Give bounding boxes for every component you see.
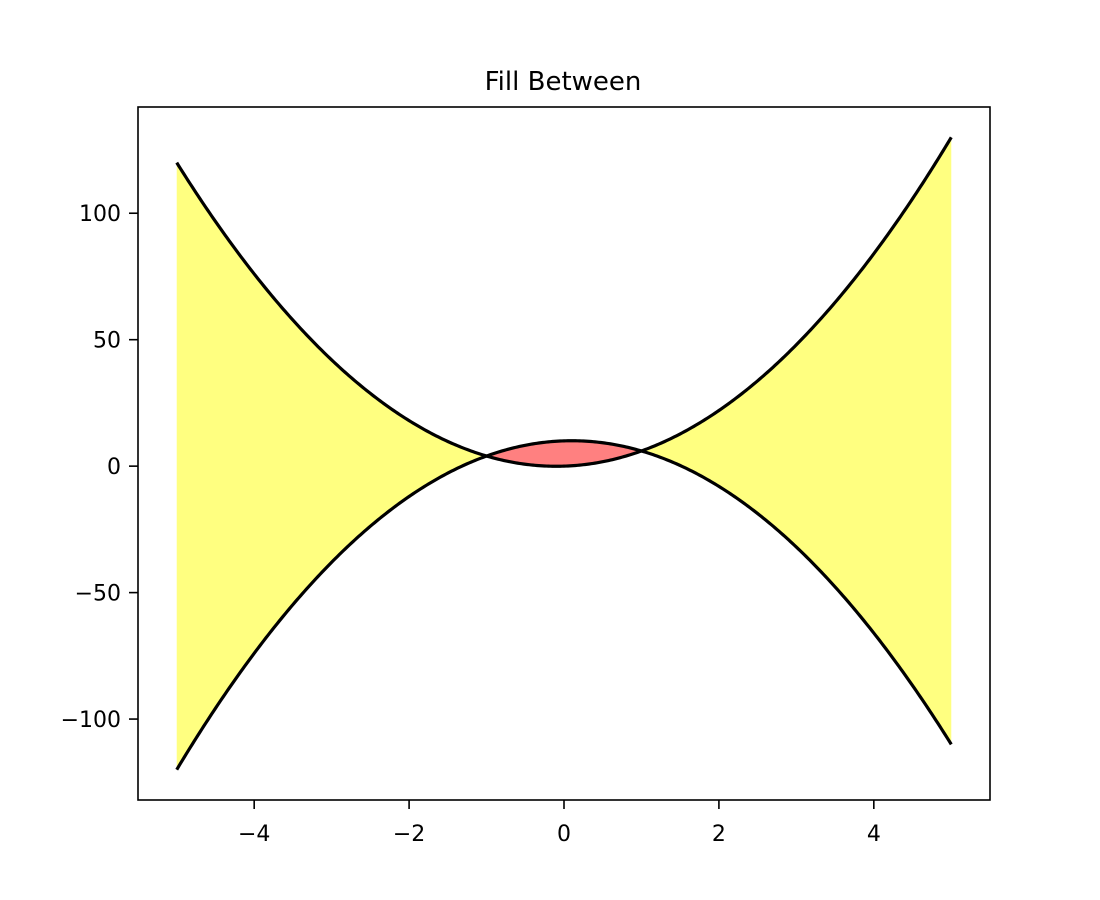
x-tick-label: 2 — [712, 822, 726, 847]
series-line-2 — [175, 439, 953, 771]
x-tick-label: −2 — [393, 822, 425, 847]
y-tick-label: 50 — [93, 329, 121, 354]
fill-region-yellow — [641, 137, 952, 745]
x-tick-label: 4 — [867, 822, 881, 847]
x-tick-label: −4 — [238, 822, 270, 847]
y-tick-label: −100 — [61, 708, 121, 733]
series-line-1 — [175, 136, 953, 468]
fill-region-yellow — [176, 162, 487, 770]
x-axis: −4 −2 0 2 4 — [238, 800, 881, 847]
y-tick-label: 100 — [79, 202, 121, 227]
x-tick-label: 0 — [557, 822, 571, 847]
fill-region-red — [486, 440, 642, 467]
y-axis: −100 −50 0 50 100 — [61, 202, 138, 733]
series-lines — [175, 136, 953, 771]
y-tick-label: −50 — [75, 582, 121, 607]
fill-regions — [176, 137, 952, 770]
y-tick-label: 0 — [107, 455, 121, 480]
chart-title: Fill Between — [485, 67, 642, 97]
